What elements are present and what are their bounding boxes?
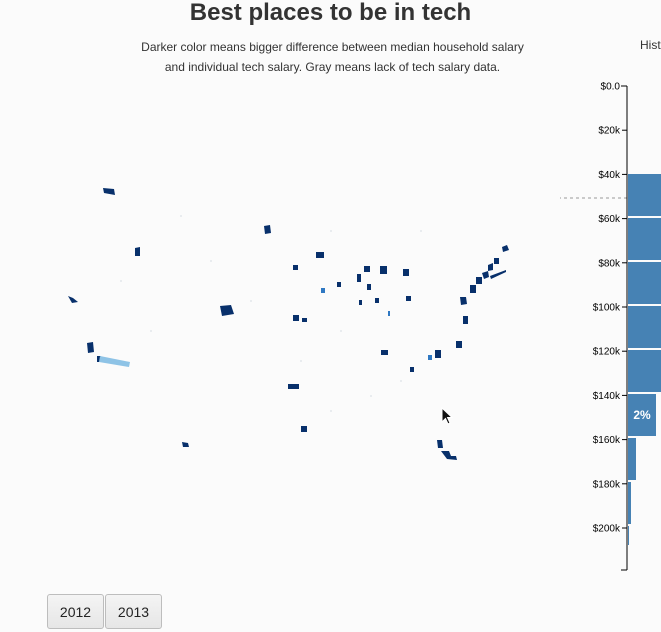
county-region[interactable] [482,271,489,279]
arrow-cursor-icon [441,407,454,425]
histogram-bar [628,482,631,524]
county-regions [68,188,509,460]
county-region[interactable] [375,298,379,303]
y-tick-label: $100k [593,303,621,314]
histogram-bar [628,218,661,260]
county-region[interactable] [460,297,467,305]
y-tick-label: $180k [593,479,621,490]
county-region[interactable] [321,288,325,293]
county-region[interactable] [437,440,443,448]
county-region[interactable] [293,315,299,321]
y-tick-label: $40k [598,170,621,181]
y-tick-label: $0.0 [601,82,621,93]
description-line-1: Darker color means bigger difference bet… [141,40,524,54]
county-region[interactable] [264,225,271,234]
county-region[interactable] [406,296,411,301]
county-region[interactable] [293,265,298,270]
county-region[interactable] [403,269,409,276]
gray-no-data-dots [120,215,422,412]
county-region[interactable] [456,341,462,348]
histogram-bar [628,394,656,436]
county-region[interactable] [182,442,189,447]
county-region[interactable] [316,252,324,258]
county-region[interactable] [302,318,307,322]
year-buttons: 2012 2013 [47,594,162,629]
histogram-bar [628,306,661,348]
y-tick-label: $20k [598,126,621,137]
county-region[interactable] [388,311,390,316]
county-region[interactable] [428,355,432,360]
county-region[interactable] [288,384,299,389]
y-tick-label: $120k [593,347,621,358]
county-region[interactable] [441,451,457,460]
county-region[interactable] [99,356,130,367]
histogram-bar [628,438,636,480]
county-region[interactable] [364,266,370,272]
county-region[interactable] [494,258,499,264]
y-tick-label: $160k [593,435,621,446]
map-description: Darker color means bigger difference bet… [110,37,555,77]
page-title: Best places to be in tech [189,0,472,26]
county-region[interactable] [103,188,115,195]
county-region[interactable] [380,266,387,274]
county-region[interactable] [301,426,307,432]
county-region[interactable] [68,296,78,303]
y-tick-label: $80k [598,258,621,269]
county-region[interactable] [488,263,493,271]
description-line-2: and individual tech salary. Gray means l… [164,60,501,74]
county-region[interactable] [410,367,414,372]
year-2013-button[interactable]: 2013 [105,594,162,629]
county-region[interactable] [337,282,341,287]
county-region[interactable] [470,285,476,293]
y-tick-label: $140k [593,391,621,402]
county-region[interactable] [502,245,509,252]
county-region[interactable] [463,316,468,324]
histogram-bar [628,526,629,545]
county-region[interactable] [220,305,234,316]
year-2012-button[interactable]: 2012 [47,594,104,629]
county-region[interactable] [476,277,482,284]
us-county-map [68,188,509,460]
bar-percent-label: 2% [633,408,651,422]
histogram-bar [628,350,661,392]
county-region[interactable] [357,274,361,282]
county-region[interactable] [367,284,371,290]
county-region[interactable] [435,350,441,358]
county-region[interactable] [381,350,388,355]
histogram-bar [628,174,661,216]
county-region[interactable] [87,342,94,353]
county-region[interactable] [490,270,506,279]
histogram-title: Hist [640,38,661,52]
histogram-bar [628,262,661,304]
county-region[interactable] [135,247,140,256]
salary-histogram: 2% $0.0 $20k $40k $60k $80k $100k $120k $140k $16… [560,82,661,571]
county-region[interactable] [359,300,362,305]
y-tick-label: $200k [593,524,621,535]
y-tick-label: $60k [598,214,621,225]
